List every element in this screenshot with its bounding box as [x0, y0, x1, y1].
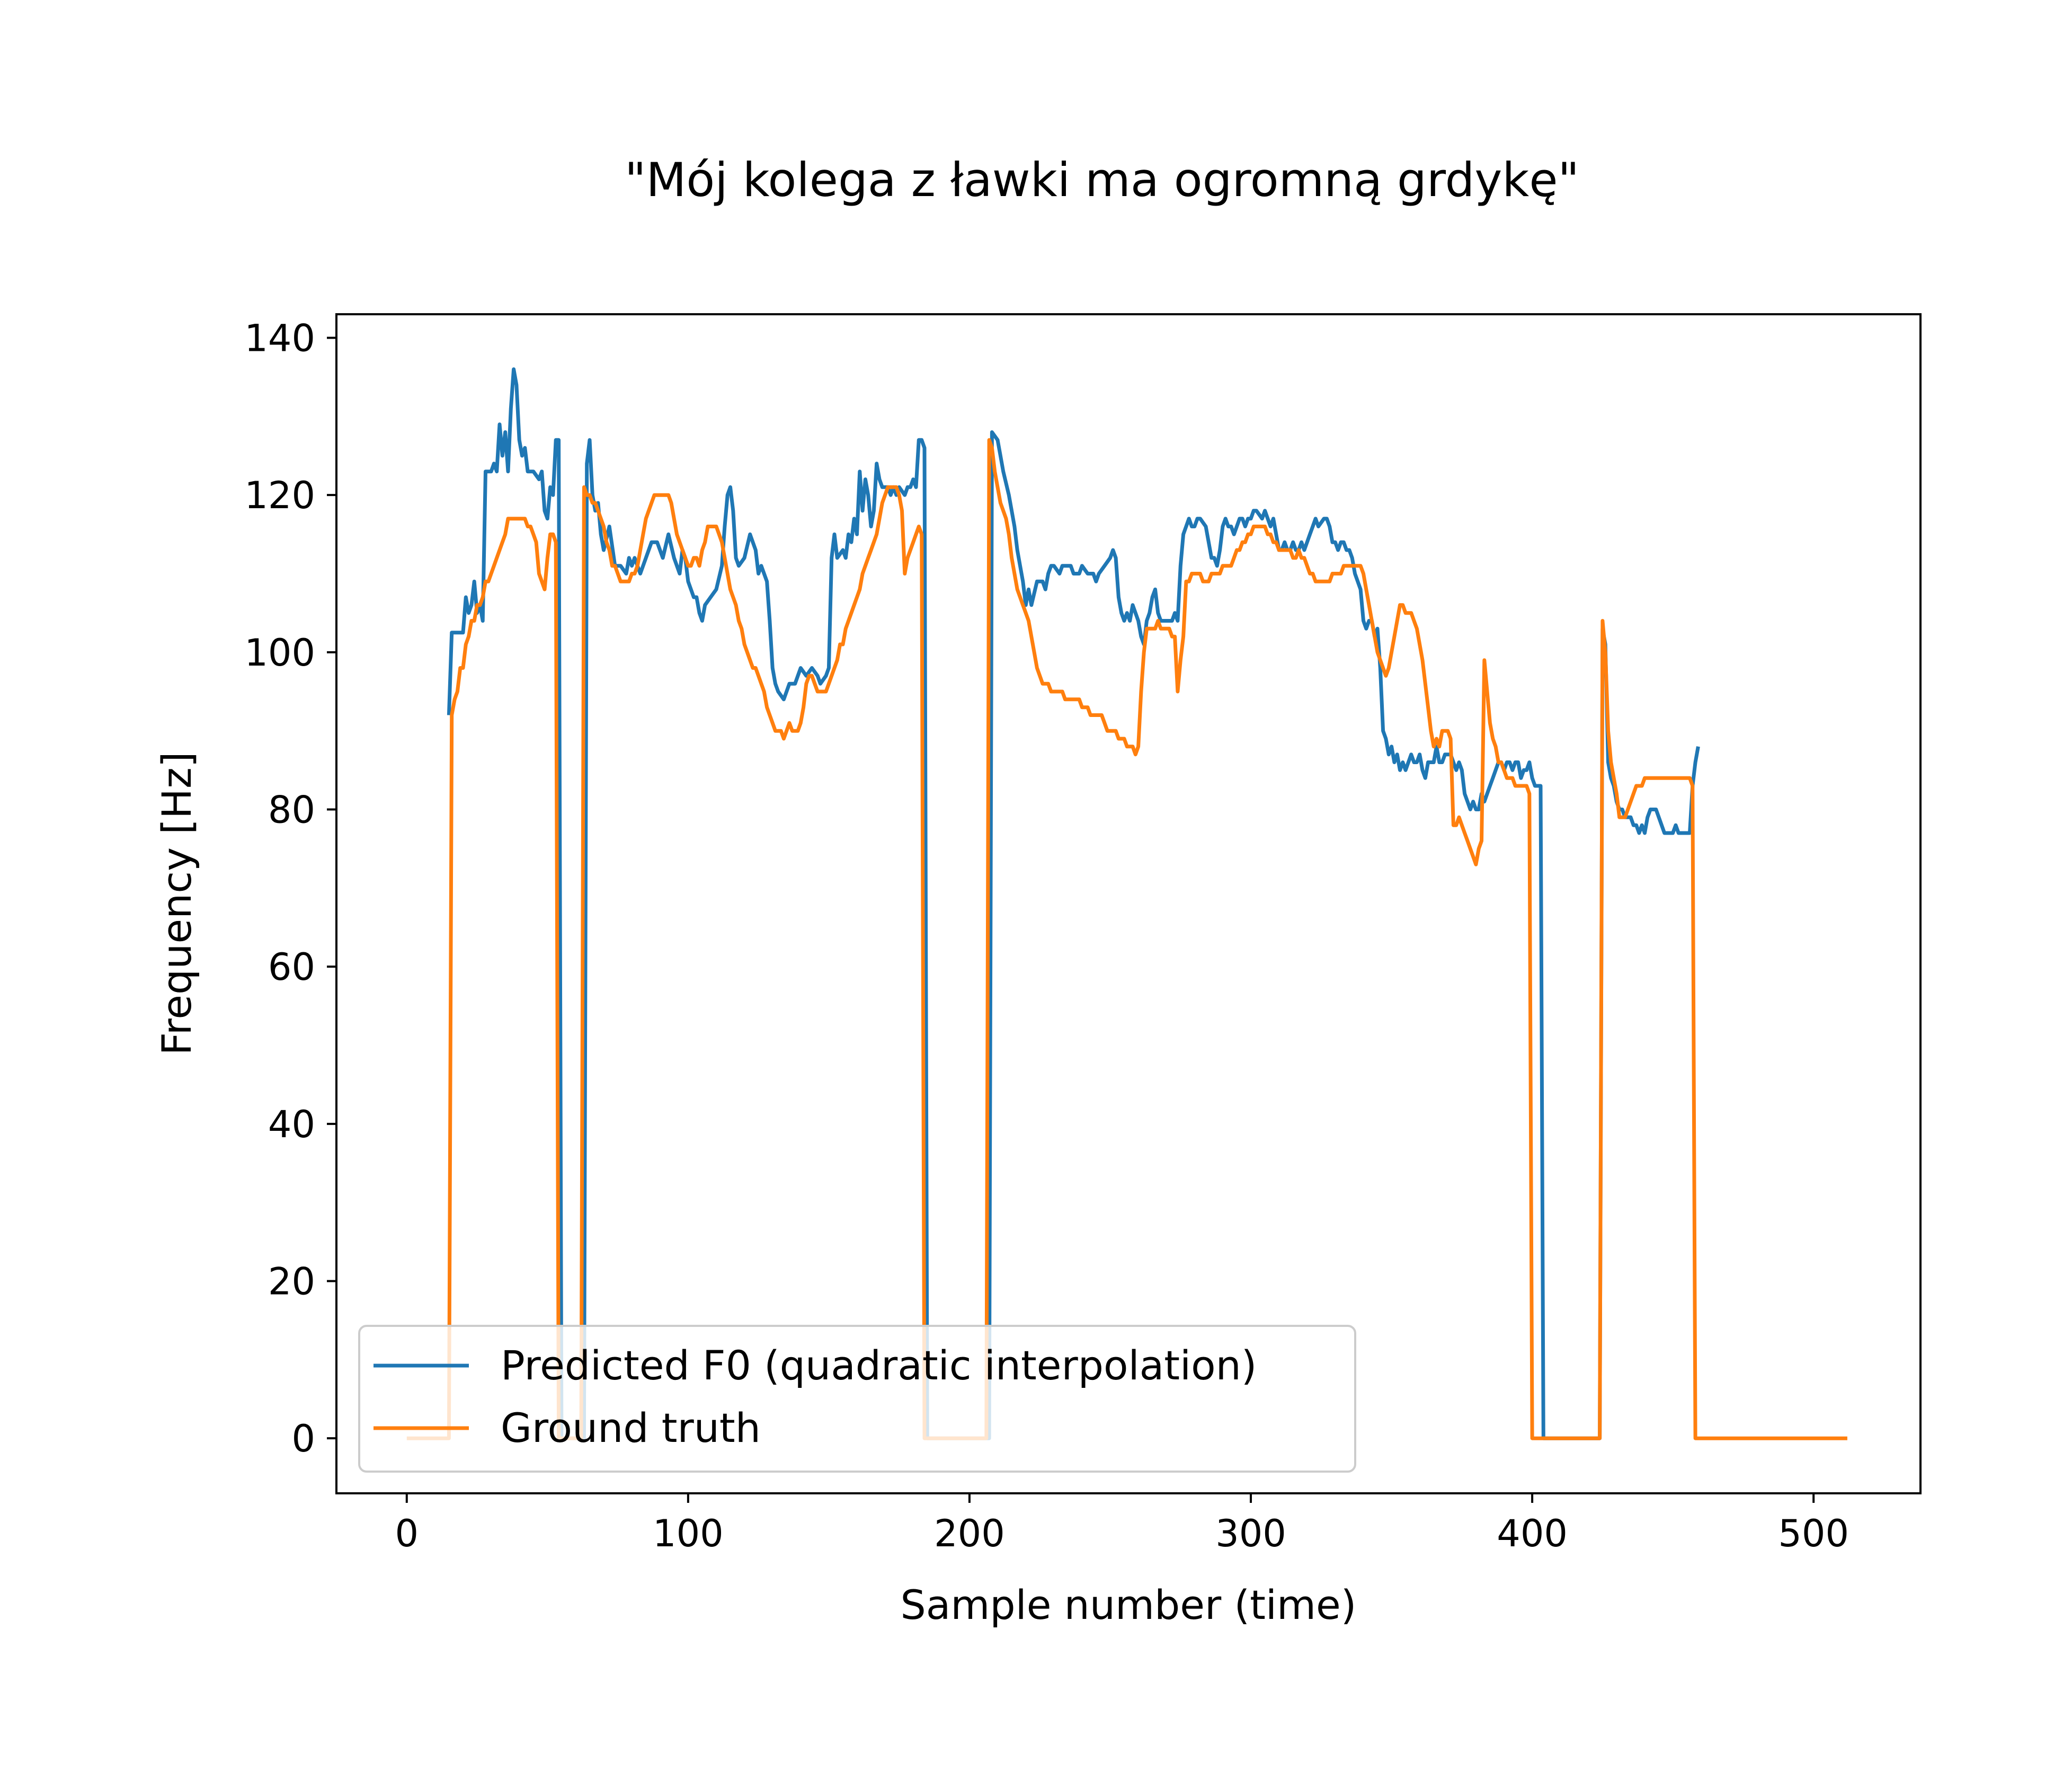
series-layer [406, 367, 1847, 1440]
x-tick-label: 100 [653, 1512, 724, 1555]
y-tick-label: 20 [268, 1260, 315, 1304]
y-axis-label: Frequency [Hz] [153, 751, 200, 1055]
x-tick-label: 500 [1778, 1512, 1849, 1555]
y-tick-label: 140 [244, 317, 315, 360]
y-tick-label: 120 [244, 474, 315, 517]
x-tick-label: 300 [1215, 1512, 1286, 1555]
x-axis: 0 100 200 300 400 500 [395, 1493, 1849, 1555]
x-tick-label: 400 [1497, 1512, 1568, 1555]
y-tick-label: 40 [268, 1103, 315, 1146]
series-line-ground-truth [406, 438, 1847, 1440]
y-tick-label: 80 [268, 789, 315, 832]
y-tick-label: 100 [244, 631, 315, 675]
legend-box [358, 1325, 1356, 1473]
chart-title: "Mój kolega z ławki ma ogromną grdykę" [625, 153, 1579, 207]
legend: Predicted F0 (quadratic interpolation) G… [358, 1325, 1356, 1473]
legend-label-predicted: Predicted F0 (quadratic interpolation) [501, 1342, 1257, 1389]
x-axis-label: Sample number (time) [901, 1581, 1357, 1628]
y-tick-label: 0 [291, 1417, 315, 1460]
legend-label-ground-truth: Ground truth [501, 1404, 761, 1451]
plot-area [335, 313, 1922, 1494]
y-tick-label: 60 [268, 945, 315, 989]
x-tick-label: 0 [395, 1512, 419, 1555]
x-tick-label: 200 [934, 1512, 1005, 1555]
y-axis: 0 20 40 60 80 100 120 140 [244, 317, 336, 1460]
axes-frame [335, 313, 1922, 1494]
